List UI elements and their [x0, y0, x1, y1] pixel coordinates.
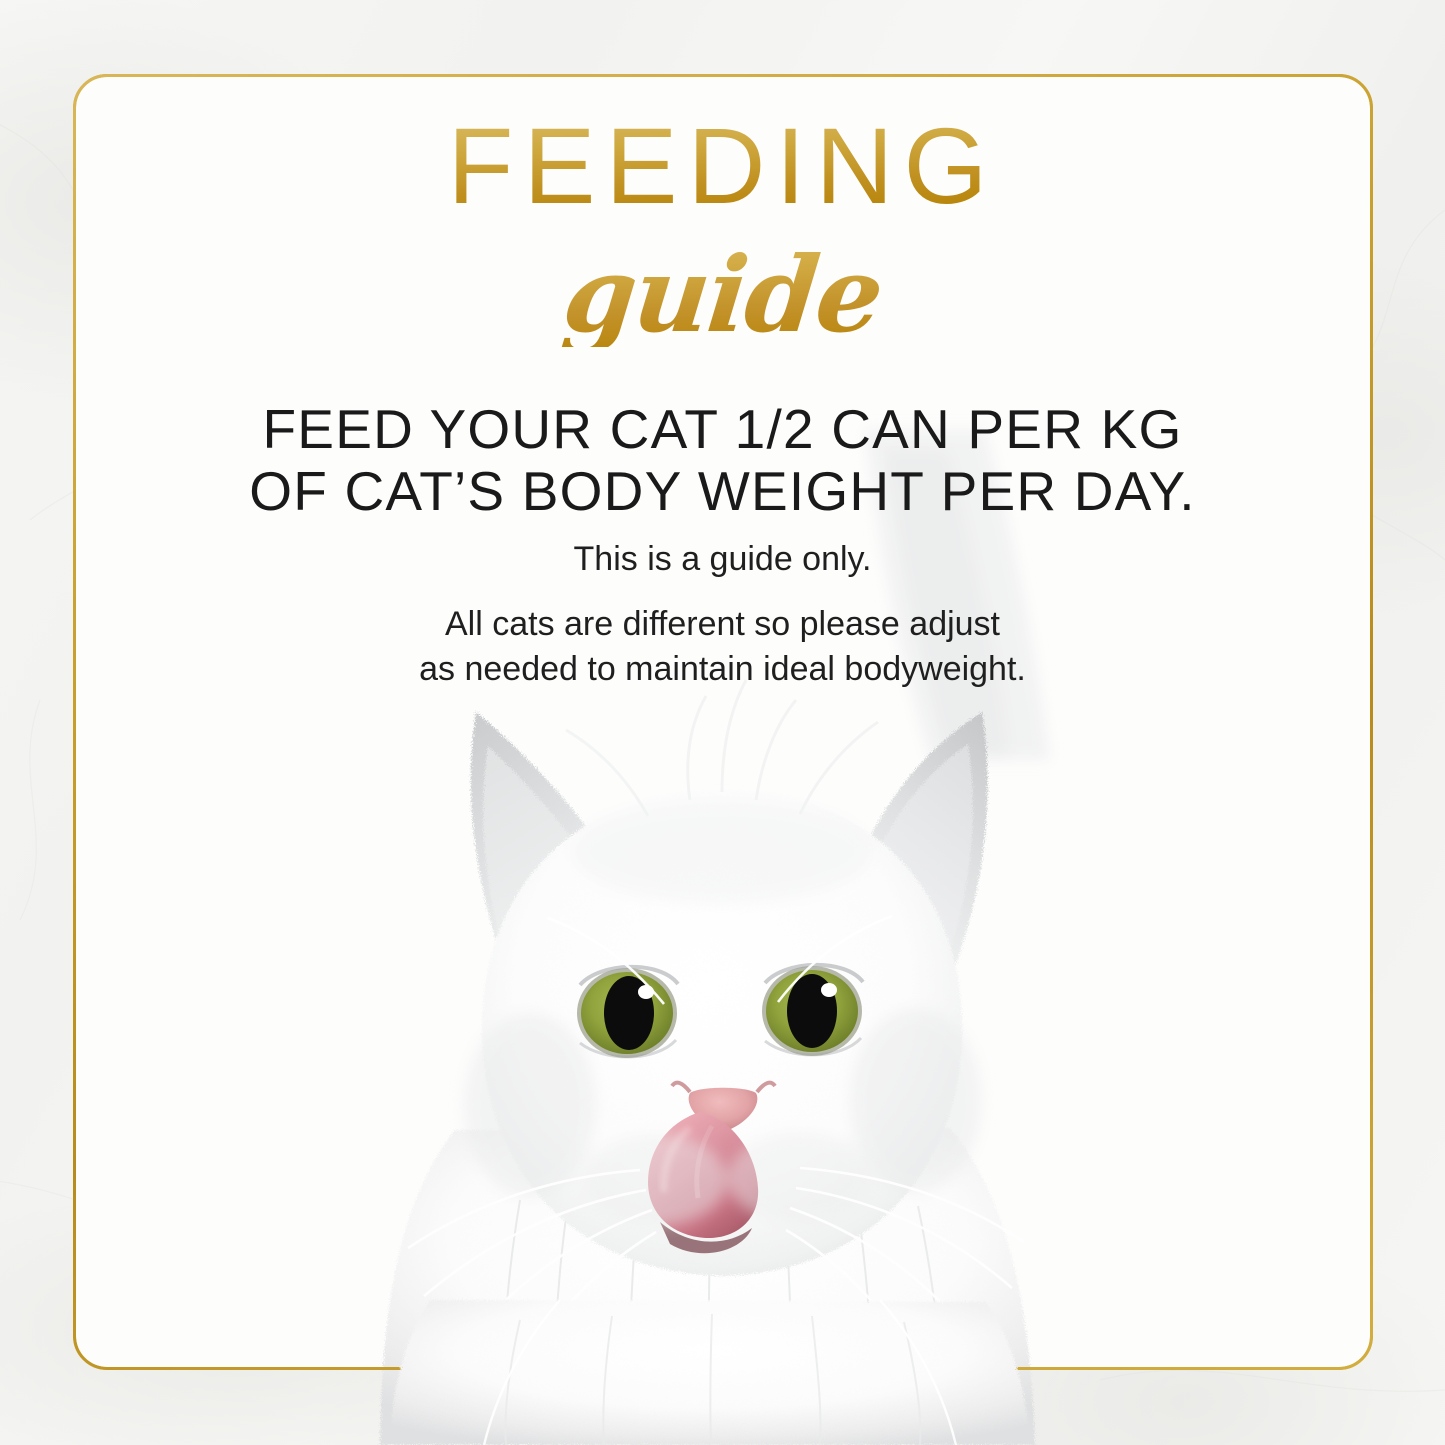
- guide-note: This is a guide only.: [573, 540, 872, 578]
- feeding-headline: FEED YOUR CAT 1/2 CAN PER KG OF CAT’S BO…: [0, 398, 1445, 522]
- guide-disclaimer: All cats are different so please adjust …: [0, 602, 1445, 692]
- headline-line-1: FEED YOUR CAT 1/2 CAN PER KG: [262, 398, 1183, 460]
- headline-line-2: OF CAT’S BODY WEIGHT PER DAY.: [249, 460, 1196, 522]
- page-title: FEEDING: [0, 112, 1445, 220]
- disclaimer-line-2: as needed to maintain ideal bodyweight.: [419, 650, 1026, 688]
- disclaimer-line-1: All cats are different so please adjust: [444, 605, 1001, 643]
- page-subtitle-script: guide: [0, 233, 1445, 356]
